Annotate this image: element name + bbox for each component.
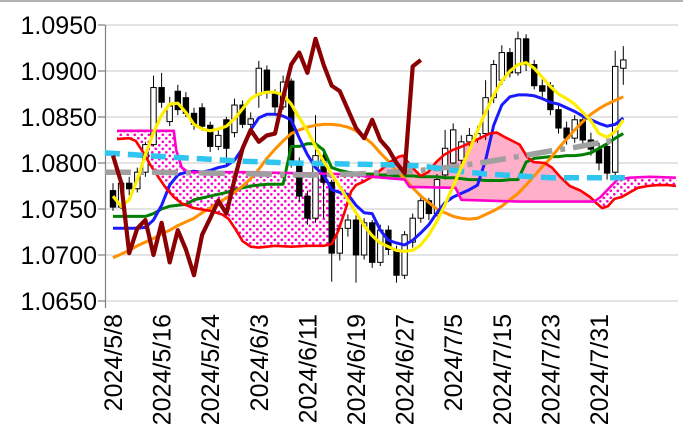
candle-down: [198, 107, 206, 127]
candle-down: [603, 145, 611, 174]
candle-up: [215, 134, 222, 147]
y-axis-label: 1.0850: [21, 104, 97, 132]
candle-down: [223, 119, 230, 149]
candle-up: [612, 65, 619, 173]
candle-down: [296, 162, 303, 197]
candle-down: [531, 64, 538, 87]
candle-down: [158, 87, 165, 103]
candle-down: [271, 92, 279, 108]
candle-up: [620, 59, 627, 69]
candle-down: [126, 182, 133, 190]
x-axis-label: 2024/7/5: [440, 314, 468, 411]
candle-down: [304, 195, 311, 219]
x-axis-label: 2024/6/27: [392, 314, 420, 425]
candle-up: [312, 155, 319, 219]
candle-up: [255, 67, 263, 96]
x-axis-label: 2024/5/24: [197, 314, 225, 425]
candle-up: [450, 129, 457, 164]
candle-down: [352, 219, 360, 256]
y-axis-label: 1.0700: [21, 242, 97, 270]
candle-down: [539, 85, 546, 92]
candle-down: [595, 148, 603, 164]
candle-down: [369, 222, 376, 263]
x-axis-label: 2024/7/23: [537, 314, 565, 425]
x-axis-label: 2024/5/16: [149, 314, 177, 425]
gray-dashdot-line: [104, 137, 616, 178]
candle-down: [207, 124, 214, 147]
y-axis-label: 1.0800: [21, 150, 97, 178]
green-line: [113, 132, 625, 218]
candle-down: [555, 109, 562, 129]
candles-layer: [109, 31, 627, 283]
candle-down: [263, 69, 271, 94]
candle-down: [393, 248, 400, 276]
candle-up: [441, 147, 449, 176]
x-axis-label: 2024/6/11: [294, 314, 322, 423]
candle-up: [401, 234, 408, 276]
candle-up: [344, 219, 352, 229]
candle-down: [239, 104, 246, 125]
yellow-line: [111, 61, 625, 253]
candle-up: [247, 118, 254, 125]
candle-up: [498, 52, 506, 81]
y-axis-label: 1.0900: [21, 58, 97, 86]
candle-down: [522, 38, 530, 66]
x-axis-label: 2024/5/8: [100, 314, 128, 411]
x-axis-label: 2024/7/15: [489, 314, 517, 425]
overlay-lines-layer: [104, 36, 677, 278]
y-axis-label: 1.0650: [21, 288, 97, 316]
x-axis-label: 2024/7/31: [586, 314, 614, 425]
orange-line: [112, 95, 624, 260]
candle-up: [377, 229, 384, 263]
y-axis-label: 1.0950: [21, 12, 97, 40]
candle-up: [458, 141, 465, 161]
candle-down: [328, 181, 335, 254]
x-axis-labels: 2024/5/8 2024/5/16 2024/5/24 2024/6/3 2024/6…: [100, 314, 614, 425]
candle-up: [514, 38, 522, 74]
x-axis-label: 2024/6/3: [246, 314, 274, 411]
candle-down: [174, 90, 182, 111]
darkred-lagging-line: [110, 36, 423, 278]
candle-up: [150, 87, 157, 146]
candle-up: [417, 200, 425, 219]
x-axis-label: 2024/6/19: [343, 314, 371, 425]
candle-down: [320, 155, 327, 183]
candle-up: [409, 217, 416, 243]
y-axis-label: 1.0750: [21, 196, 97, 224]
